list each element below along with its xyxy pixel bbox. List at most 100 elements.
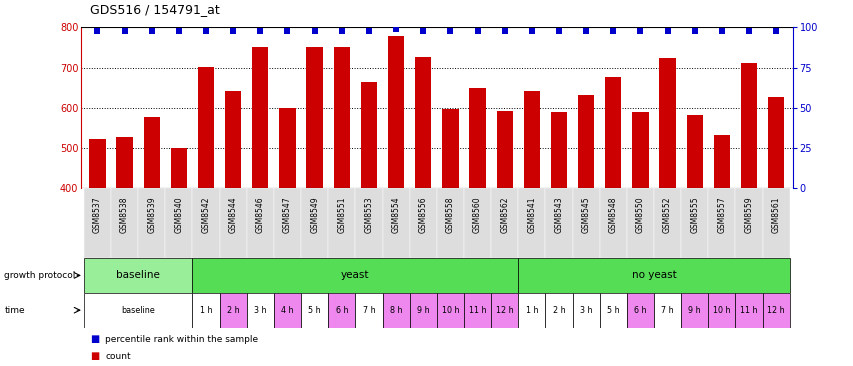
Point <box>443 28 456 34</box>
Bar <box>247 293 274 328</box>
Text: ■: ■ <box>90 334 99 344</box>
Point <box>497 28 511 34</box>
Text: GSM8547: GSM8547 <box>282 197 292 234</box>
Bar <box>387 36 403 188</box>
Text: GSM8550: GSM8550 <box>635 197 644 234</box>
Bar <box>631 112 647 188</box>
Point <box>199 28 212 34</box>
Bar <box>382 293 409 328</box>
Bar <box>165 188 192 258</box>
Bar <box>518 293 545 328</box>
Point <box>470 28 484 34</box>
Bar <box>355 188 382 258</box>
Text: GSM8549: GSM8549 <box>310 197 319 234</box>
Bar <box>409 188 436 258</box>
Text: GSM8556: GSM8556 <box>418 197 427 234</box>
Text: 7 h: 7 h <box>660 306 673 315</box>
Text: GSM8537: GSM8537 <box>93 197 102 234</box>
Point <box>118 28 131 34</box>
Text: time: time <box>4 306 25 315</box>
Bar <box>626 188 653 258</box>
Text: baseline: baseline <box>121 306 155 315</box>
Bar <box>707 293 734 328</box>
Text: GSM8554: GSM8554 <box>392 197 400 234</box>
Text: GSM8561: GSM8561 <box>771 197 780 234</box>
Point <box>281 28 294 34</box>
Text: yeast: yeast <box>340 270 369 280</box>
Point <box>741 28 755 34</box>
Bar <box>469 88 485 188</box>
Point <box>226 28 240 34</box>
Bar <box>279 108 295 188</box>
Text: 6 h: 6 h <box>335 306 348 315</box>
Bar <box>463 188 490 258</box>
Text: 10 h: 10 h <box>441 306 459 315</box>
Bar <box>436 293 463 328</box>
Bar <box>681 188 707 258</box>
Text: GSM8548: GSM8548 <box>608 197 617 234</box>
Bar <box>274 188 301 258</box>
Text: 1 h: 1 h <box>525 306 537 315</box>
Text: GSM8558: GSM8558 <box>445 197 455 234</box>
Bar <box>523 91 539 188</box>
Bar <box>490 188 518 258</box>
Bar <box>219 188 247 258</box>
Text: GSM8553: GSM8553 <box>364 197 373 234</box>
Bar <box>442 109 458 188</box>
Bar <box>653 293 681 328</box>
Bar <box>84 188 111 258</box>
Point <box>389 26 403 32</box>
Text: 2 h: 2 h <box>552 306 565 315</box>
Bar <box>415 57 431 188</box>
Bar <box>334 47 350 188</box>
Point <box>171 28 185 34</box>
Text: no yeast: no yeast <box>631 270 676 280</box>
Text: 3 h: 3 h <box>254 306 266 315</box>
Point <box>552 28 566 34</box>
Text: GSM8540: GSM8540 <box>174 197 183 234</box>
Bar <box>463 293 490 328</box>
Point <box>633 28 647 34</box>
Text: GDS516 / 154791_at: GDS516 / 154791_at <box>90 3 219 16</box>
Bar <box>713 135 729 188</box>
Point <box>362 28 375 34</box>
Bar <box>192 258 518 293</box>
Bar <box>84 293 192 328</box>
Bar <box>653 188 681 258</box>
Text: 9 h: 9 h <box>688 306 700 315</box>
Bar <box>171 148 187 188</box>
Point <box>416 28 430 34</box>
Bar <box>550 112 566 188</box>
Bar <box>572 188 599 258</box>
Text: GSM8541: GSM8541 <box>527 197 536 234</box>
Point <box>334 28 348 34</box>
Text: 1 h: 1 h <box>200 306 212 315</box>
Bar <box>734 293 762 328</box>
Text: GSM8560: GSM8560 <box>473 197 481 234</box>
Text: 8 h: 8 h <box>389 306 402 315</box>
Bar <box>436 188 463 258</box>
Point <box>90 28 104 34</box>
Text: 11 h: 11 h <box>740 306 757 315</box>
Text: growth protocol: growth protocol <box>4 271 76 280</box>
Bar <box>490 293 518 328</box>
Bar <box>143 117 160 188</box>
Bar <box>734 188 762 258</box>
Text: GSM8544: GSM8544 <box>229 197 237 234</box>
Text: GSM8545: GSM8545 <box>581 197 590 234</box>
Text: GSM8546: GSM8546 <box>256 197 264 234</box>
Bar <box>247 188 274 258</box>
Bar <box>301 293 328 328</box>
Bar <box>681 293 707 328</box>
Bar <box>274 293 301 328</box>
Bar <box>328 188 355 258</box>
Bar <box>518 188 545 258</box>
Bar <box>192 293 219 328</box>
Bar <box>762 188 789 258</box>
Text: 11 h: 11 h <box>468 306 485 315</box>
Bar <box>360 82 377 188</box>
Bar <box>599 293 626 328</box>
Bar <box>219 293 247 328</box>
Text: 3 h: 3 h <box>579 306 592 315</box>
Text: count: count <box>105 351 131 361</box>
